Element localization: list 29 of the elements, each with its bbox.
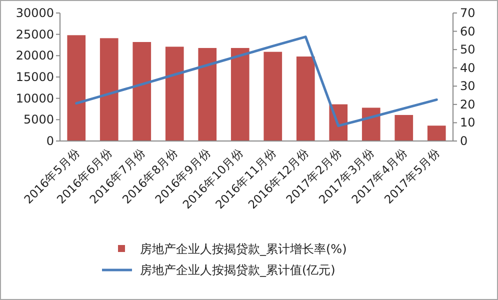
y2-tick-label: 70 (460, 6, 476, 20)
y2-tick-label: 60 (460, 24, 476, 38)
y-tick-label: 25000 (16, 27, 54, 42)
bar (100, 38, 118, 141)
bar (264, 52, 282, 141)
legend-label: 房地产企业人按揭贷款_累计值(亿元) (140, 263, 336, 277)
bar (198, 48, 217, 141)
y2-tick-label: 10 (460, 116, 476, 130)
y2-tick-label: 50 (460, 42, 476, 57)
y-tick-label: 30000 (16, 6, 54, 20)
bar (67, 35, 86, 141)
y2-tick-label: 30 (460, 79, 476, 94)
y2-tick-label: 20 (460, 97, 476, 112)
y-tick-label: 15000 (16, 70, 54, 84)
bar (394, 114, 414, 141)
legend-label: 房地产企业人按揭贷款_累计增长率(%) (140, 242, 347, 256)
y-tick-label: 20000 (16, 48, 54, 63)
line-series (75, 36, 438, 128)
bar (132, 42, 152, 141)
bar (427, 126, 446, 141)
bar (362, 108, 380, 141)
y-tick-label: 10000 (16, 91, 54, 106)
y-tick-label: 0 (46, 134, 54, 148)
y-tick-label: 5000 (23, 112, 54, 127)
bar (165, 46, 184, 141)
bar (296, 56, 315, 141)
bar (230, 48, 250, 141)
y2-tick-label: 40 (460, 60, 476, 75)
y2-tick-label: 0 (460, 134, 468, 148)
